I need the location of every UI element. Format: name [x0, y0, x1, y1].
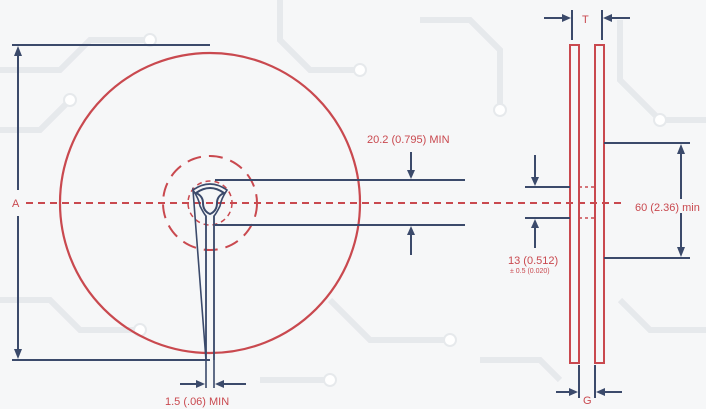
t-dim-right-arrow [603, 14, 612, 22]
hub-label: 60 (2.36) min [635, 202, 700, 214]
hub-dim-top-arrow [677, 144, 685, 154]
hub-dim-bottom-arrow [677, 247, 685, 257]
g-dim-left-arrow [569, 388, 578, 396]
slot-dim-right-arrow [215, 380, 224, 388]
hub-label-bg [633, 199, 706, 213]
g-label: G [583, 395, 592, 407]
arbor-slot-outline [191, 183, 229, 361]
arbor-min-bottom-arrow [407, 226, 415, 235]
arbor-hole-tolerance: ± 0.5 (0.020) [510, 268, 550, 275]
arbor-hole [193, 187, 227, 216]
arbor-min-top-arrow [407, 170, 415, 179]
left-flange [569, 44, 580, 364]
g-dim-right-arrow [596, 388, 605, 396]
arbor-min-label: 20.2 (0.795) MIN [367, 134, 450, 146]
t-dim-left-arrow [562, 14, 571, 22]
reel-front-view: A 20.2 (0.795) MIN 1.5 (.06) MIN [12, 44, 625, 408]
right-flange [594, 44, 605, 364]
t-label: T [582, 14, 589, 26]
arbor-hole-label: 13 (0.512) [508, 255, 558, 267]
circuit-background [0, 0, 706, 387]
a-dim-bottom-arrow [14, 349, 22, 359]
slot-dim-left-arrow [196, 380, 205, 388]
reel-side-view: T G 60 (2.36) min 13 (0.512) [508, 10, 706, 407]
arbor-dim-bottom-arrow [531, 219, 539, 228]
reel-outer-circle [58, 51, 362, 355]
a-dim-top-arrow [14, 46, 22, 56]
arbor-dim-top-arrow [531, 177, 539, 186]
a-label: A [12, 198, 20, 210]
slot-label: 1.5 (.06) MIN [165, 396, 229, 408]
